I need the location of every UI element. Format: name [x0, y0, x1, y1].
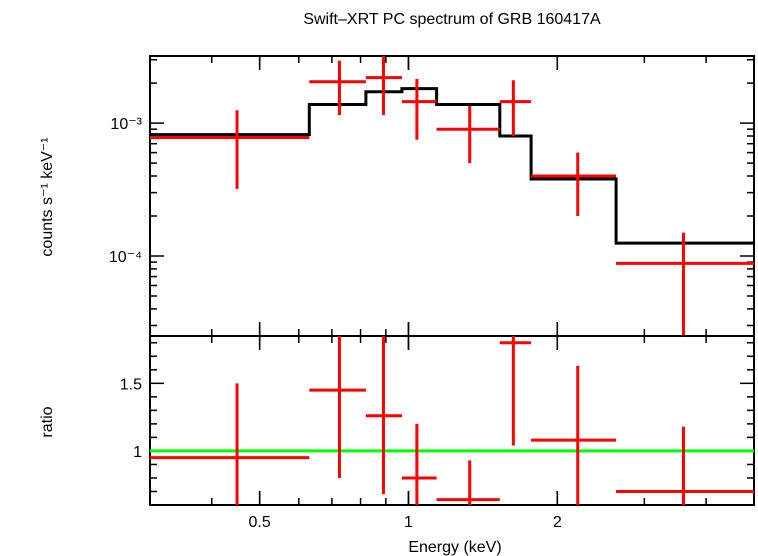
- y-axis-label-spectrum: counts s⁻¹ keV⁻¹: [39, 137, 56, 256]
- data-point: [436, 105, 500, 164]
- data-point: [616, 426, 754, 505]
- y-tick-label: 10⁻³: [110, 116, 142, 133]
- x-axis-label: Energy (keV): [408, 539, 501, 556]
- y-tick-label: 1: [133, 444, 142, 461]
- data-point: [436, 460, 500, 505]
- chart-title: Swift–XRT PC spectrum of GRB 160417A: [303, 11, 601, 28]
- model-line: [150, 87, 754, 245]
- data-point: [365, 56, 402, 116]
- y-tick-label: 10⁻⁴: [109, 249, 142, 266]
- data-point: [531, 152, 617, 216]
- data-point: [531, 365, 617, 505]
- data-point: [499, 80, 532, 136]
- data-point: [365, 336, 402, 495]
- data-point: [401, 78, 437, 140]
- data-point: [150, 383, 310, 505]
- data-point: [150, 110, 310, 189]
- data-point: [616, 232, 754, 336]
- data-point: [309, 336, 366, 478]
- x-tick-label: 0.5: [249, 514, 271, 531]
- data-point: [401, 423, 437, 505]
- data-point: [499, 336, 532, 446]
- ratio-panel: 0.5 1 2 1 1.5: [120, 335, 755, 531]
- y-tick-label: 1.5: [120, 376, 142, 393]
- spectrum-panel: 10⁻³ 10⁻⁴: [109, 55, 755, 337]
- y-axis-label-ratio: ratio: [39, 406, 56, 437]
- plot-frame: [149, 335, 755, 506]
- data-point: [309, 60, 366, 116]
- plot-frame: [149, 55, 755, 337]
- x-tick-label: 1: [404, 514, 413, 531]
- x-tick-label: 2: [553, 514, 562, 531]
